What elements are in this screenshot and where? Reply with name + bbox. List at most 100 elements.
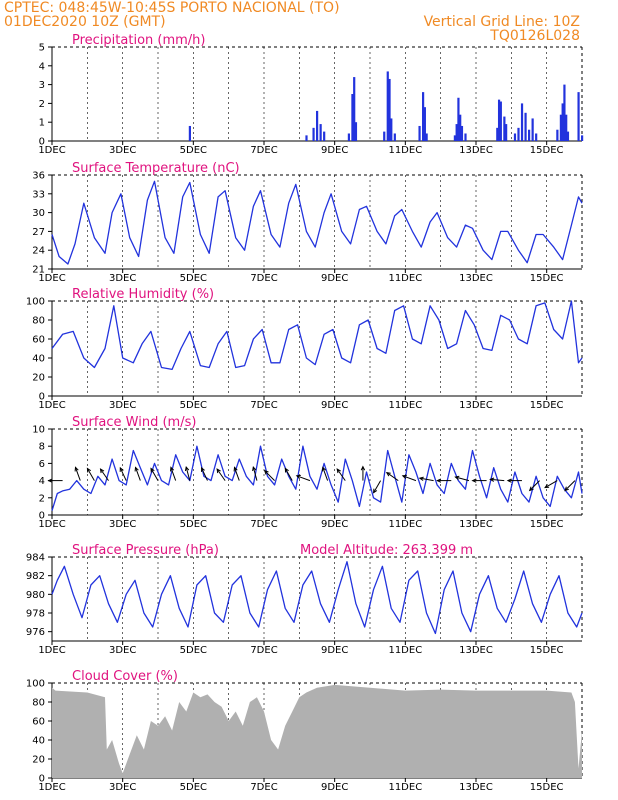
humidity-ytick-label: 0 (39, 392, 45, 403)
wind-arrow (74, 466, 81, 481)
wind-arrow-head (564, 486, 569, 492)
wind-arrow-shaft (419, 477, 434, 482)
humidity-xtick-label: 5DEC (180, 400, 207, 411)
wind-arrow-head (134, 466, 139, 472)
precipitation-xtick-label: 1DEC (38, 145, 65, 156)
precipitation-bar (520, 103, 524, 141)
precipitation-bar (393, 133, 396, 141)
wind-ytick-label: 0 (39, 511, 45, 522)
wind-arrow-shaft (322, 467, 329, 481)
wind-arrow-head (150, 467, 155, 473)
wind-arrow-head (295, 474, 301, 480)
precipitation-xtick-label: 9DEC (321, 145, 348, 156)
wind-arrow-shaft (284, 468, 293, 481)
wind-arrow (454, 475, 470, 482)
wind-arrow (489, 477, 505, 482)
humidity-ytick-label: 100 (26, 297, 45, 308)
cloud-cover-panel: 0 20 40 60 80 100 1DEC 3DEC 5DEC 7DEC 9DEC 11DEC 13D… (26, 669, 583, 793)
wind-arrow-shaft (185, 466, 191, 481)
wind-arrow-head (252, 465, 257, 472)
pressure-title: Surface Pressure (hPa) (72, 543, 219, 558)
wind-arrow-head (336, 468, 341, 474)
wind-arrow (544, 480, 558, 489)
precipitation-ytick-label: 2 (39, 99, 45, 110)
pressure-ytick-label: 978 (26, 609, 45, 620)
cloud-cover-xtick-label: 13DEC (459, 782, 493, 793)
cloud-cover-ytick-label: 40 (32, 736, 45, 747)
precipitation-bar (464, 133, 467, 141)
precipitation-bar (425, 133, 428, 141)
wind-arrow (134, 466, 141, 481)
cloud-cover-area (52, 684, 582, 778)
pressure-xtick-label: 5DEC (180, 645, 207, 656)
precipitation-xtick-label: 3DEC (109, 145, 136, 156)
wind-arrow-shaft (336, 468, 346, 481)
humidity-ytick-label: 80 (32, 316, 45, 327)
wind-xtick-label: 15DEC (530, 519, 564, 530)
wind-arrow-head (216, 468, 221, 474)
wind-arrow-shaft (100, 468, 109, 481)
wind-xtick-label: 9DEC (321, 519, 348, 530)
wind-xtick-label: 13DEC (459, 519, 493, 530)
wind-xtick-label: 11DEC (388, 519, 422, 530)
humidity-title: Relative Humidity (%) (72, 287, 214, 302)
precipitation-ytick-label: 4 (39, 61, 45, 72)
precipitation-xtick-label: 5DEC (180, 145, 207, 156)
precipitation-bar (455, 124, 458, 141)
precipitation-bar (513, 133, 517, 141)
wind-xtick-label: 3DEC (109, 519, 136, 530)
precipitation-bar (316, 110, 319, 141)
wind-arrow-shaft (455, 476, 470, 482)
precipitation-bar (390, 118, 393, 141)
pressure-xtick-label: 7DEC (250, 645, 277, 656)
wind-xtick-label: 1DEC (38, 519, 65, 530)
precipitation-title: Precipitation (mm/h) (72, 33, 205, 48)
precipitation-bar (559, 114, 562, 141)
pressure-series-line (51, 561, 583, 635)
pressure-xtick-label: 1DEC (38, 645, 65, 656)
wind-arrow (436, 478, 452, 483)
precipitation-ytick-label: 0 (39, 137, 45, 148)
wind-arrow-shaft (386, 472, 399, 482)
humidity-panel: 0 20 40 60 80 100 1DEC 3DEC 5DEC 7DEC 9DEC 11DEC 13D… (26, 287, 583, 411)
wind-arrow-shaft (252, 466, 258, 481)
wind-arrow (506, 478, 522, 483)
precipitation-bar (453, 135, 456, 141)
cloud-cover-xtick-label: 11DEC (388, 782, 422, 793)
precipitation-bar (383, 131, 386, 141)
wind-arrow (216, 468, 226, 481)
wind-ytick-label: 2 (39, 493, 45, 504)
wind-title: Surface Wind (m/s) (72, 415, 196, 430)
precipitation-bar (388, 78, 391, 141)
temperature-xtick-label: 1DEC (38, 273, 65, 284)
humidity-xtick-label: 7DEC (250, 400, 277, 411)
humidity-xtick-label: 1DEC (38, 400, 65, 411)
wind-arrow-shaft (296, 475, 311, 482)
wind-arrow-shaft (490, 478, 505, 482)
cloud-cover-xtick-label: 15DEC (530, 782, 564, 793)
pressure-panel: 976 978 980 982 984 1DEC 3DEC 5DEC 7DEC 9DEC 11DEC… (26, 543, 583, 656)
wind-arrow (150, 467, 159, 481)
wind-arrow-shaft (373, 480, 382, 493)
temperature-xtick-label: 9DEC (321, 273, 348, 284)
pressure-xtick-label: 13DEC (459, 645, 493, 656)
wind-arrow (528, 480, 540, 492)
temperature-xtick-label: 3DEC (109, 273, 136, 284)
wind-arrow-shaft (544, 480, 558, 489)
wind-arrow-shaft (86, 468, 95, 481)
cloud-cover-xtick-label: 3DEC (109, 782, 136, 793)
wind-arrow-head (401, 474, 407, 480)
precipitation-ytick-label: 1 (39, 118, 45, 129)
wind-arrow-shaft (402, 475, 417, 482)
wind-arrow (263, 469, 275, 481)
wind-arrow-head (489, 477, 495, 482)
precipitation-xtick-label: 13DEC (459, 145, 493, 156)
wind-arrow-shaft (119, 467, 127, 481)
wind-arrow-head (47, 478, 53, 483)
precipitation-bar (566, 131, 570, 141)
humidity-series-line (51, 300, 583, 371)
precipitation-bar (312, 127, 315, 141)
humidity-xtick-label: 11DEC (388, 400, 422, 411)
wind-arrow-head (544, 484, 550, 489)
